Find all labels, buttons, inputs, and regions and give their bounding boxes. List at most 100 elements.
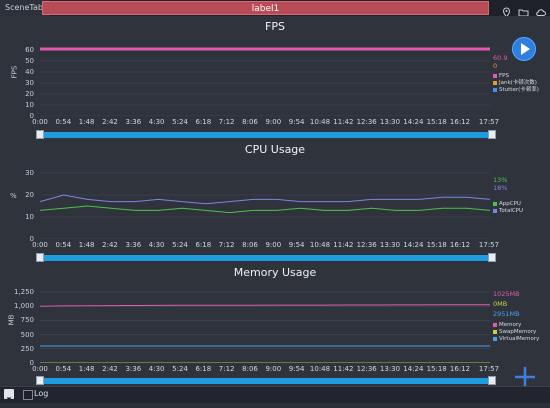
- play-button[interactable]: [512, 37, 536, 61]
- legend-swatch: [493, 208, 497, 213]
- x-tick-label: 10:48: [309, 365, 331, 373]
- x-tick-label: 8:06: [242, 118, 258, 126]
- x-tick-label: 0:54: [55, 241, 72, 249]
- legend-item: SwapMemory: [493, 329, 539, 336]
- x-tick-label: 12:36: [356, 118, 377, 126]
- y-tick-label: 30: [25, 169, 34, 177]
- x-tick-label: 0:00: [32, 118, 48, 126]
- x-tick-label: 4:30: [148, 365, 165, 373]
- memory-current-value: 1025MB: [493, 290, 520, 298]
- x-tick-label: 0:54: [55, 365, 72, 373]
- y-tick-label: 50: [25, 57, 34, 65]
- x-tick-label: 5:24: [172, 241, 188, 249]
- x-tick-label: 13:30: [379, 365, 401, 373]
- x-tick-label: 3:36: [125, 118, 142, 126]
- legend-item: VirtualMemory: [493, 336, 539, 343]
- cpu-range-end-handle[interactable]: [488, 253, 496, 262]
- log-dropdown-button[interactable]: [4, 389, 14, 401]
- x-tick-label: 14:24: [403, 365, 424, 373]
- x-tick-label: 11:42: [333, 118, 354, 126]
- x-tick-label: 0:00: [32, 365, 48, 373]
- legend-item: TotalCPU: [493, 208, 523, 215]
- play-icon: [521, 43, 530, 55]
- memory-range-end-handle[interactable]: [488, 376, 496, 385]
- x-tick-label: 0:54: [55, 118, 72, 126]
- x-tick-label: 3:36: [125, 365, 142, 373]
- x-tick-label: 0:00: [32, 241, 48, 249]
- x-tick-label: 6:18: [195, 365, 212, 373]
- y-tick-label: 0: [29, 112, 34, 120]
- series-line-totalcpu: [40, 194, 490, 205]
- legend-item: Stutter(卡顿率): [493, 87, 539, 94]
- legend-label: AppCPU: [499, 201, 521, 207]
- x-tick-label: 7:12: [218, 365, 235, 373]
- cpu-legend: AppCPU TotalCPU: [493, 201, 523, 215]
- x-tick-label: 8:06: [242, 365, 258, 373]
- legend-label: Memory: [499, 322, 522, 328]
- x-tick-label: 14:24: [403, 118, 424, 126]
- add-chart-button[interactable]: [513, 365, 537, 389]
- memory-chart-title: Memory Usage: [233, 266, 317, 279]
- memory-legend: Memory SwapMemory VirtualMemory: [493, 322, 539, 343]
- fps-time-range-scrollbar[interactable]: [36, 130, 496, 139]
- x-tick-label: 6:18: [195, 118, 212, 126]
- x-tick-label: 6:18: [195, 241, 212, 249]
- y-tick-label: 10: [25, 101, 34, 109]
- cpu-range-start-handle[interactable]: [36, 253, 44, 262]
- x-tick-label: 8:06: [242, 241, 258, 249]
- cpu-y-axis-label: %: [10, 192, 17, 200]
- x-tick-label: 15:18: [426, 118, 447, 126]
- x-tick-label: 9:54: [288, 118, 305, 126]
- location-pin-icon[interactable]: [501, 3, 512, 18]
- fps-chart-title: FPS: [265, 20, 285, 33]
- memory-chart: [40, 291, 490, 363]
- cloud-icon[interactable]: [535, 3, 546, 16]
- legend-label: Stutter(卡顿率): [499, 87, 539, 93]
- legend-label: VirtualMemory: [499, 336, 540, 342]
- fps-range-start-handle[interactable]: [36, 130, 44, 139]
- y-tick-label: 30: [25, 79, 34, 87]
- x-tick-label: 15:18: [426, 365, 447, 373]
- x-tick-label: 9:54: [288, 241, 305, 249]
- memory-time-range-scrollbar[interactable]: [36, 376, 496, 385]
- x-tick-label: 12:36: [356, 241, 377, 249]
- legend-swatch: [493, 73, 497, 78]
- x-tick-label: 15:18: [426, 241, 447, 249]
- legend-label: Jank(卡顿次数): [499, 80, 537, 86]
- y-tick-label: 0: [29, 359, 34, 367]
- y-tick-label: 20: [25, 191, 34, 199]
- x-tick-label: 13:30: [379, 118, 401, 126]
- memory-range-start-handle[interactable]: [36, 376, 44, 385]
- x-tick-label: 1:48: [78, 365, 95, 373]
- x-tick-label: 9:00: [265, 365, 282, 373]
- legend-swatch: [493, 322, 497, 327]
- log-label: Log: [34, 389, 49, 398]
- jank-current-value: 0: [493, 62, 498, 70]
- x-tick-label: 9:00: [265, 241, 282, 249]
- x-tick-label: 14:24: [403, 241, 424, 249]
- cpu-time-range-scrollbar[interactable]: [36, 253, 496, 262]
- legend-swatch: [493, 329, 497, 334]
- scene-label-bar[interactable]: label1: [42, 1, 489, 15]
- x-tick-label: 13:30: [379, 241, 401, 249]
- x-tick-label: 2:42: [102, 365, 118, 373]
- x-tick-label: 17:57: [478, 241, 500, 249]
- app-cpu-current-value: 13%: [493, 176, 508, 184]
- log-checkbox[interactable]: [23, 390, 33, 400]
- x-tick-label: 5:24: [172, 118, 188, 126]
- folder-icon[interactable]: [518, 3, 529, 16]
- y-tick-label: 500: [20, 330, 34, 339]
- fps-range-end-handle[interactable]: [488, 130, 496, 139]
- x-tick-label: 2:42: [102, 241, 118, 249]
- y-tick-label: 250: [20, 344, 34, 353]
- legend-label: SwapMemory: [499, 329, 537, 335]
- legend-swatch: [493, 336, 497, 341]
- y-tick-label: 10: [25, 213, 34, 221]
- swap-memory-current-value: 0MB: [493, 300, 508, 308]
- legend-swatch: [493, 201, 497, 206]
- fps-current-value: 60.9: [493, 54, 508, 62]
- chevron-down-icon: [6, 397, 12, 401]
- legend-item: FPS: [493, 73, 539, 80]
- x-tick-label: 7:12: [218, 241, 235, 249]
- y-tick-label: 750: [20, 316, 34, 325]
